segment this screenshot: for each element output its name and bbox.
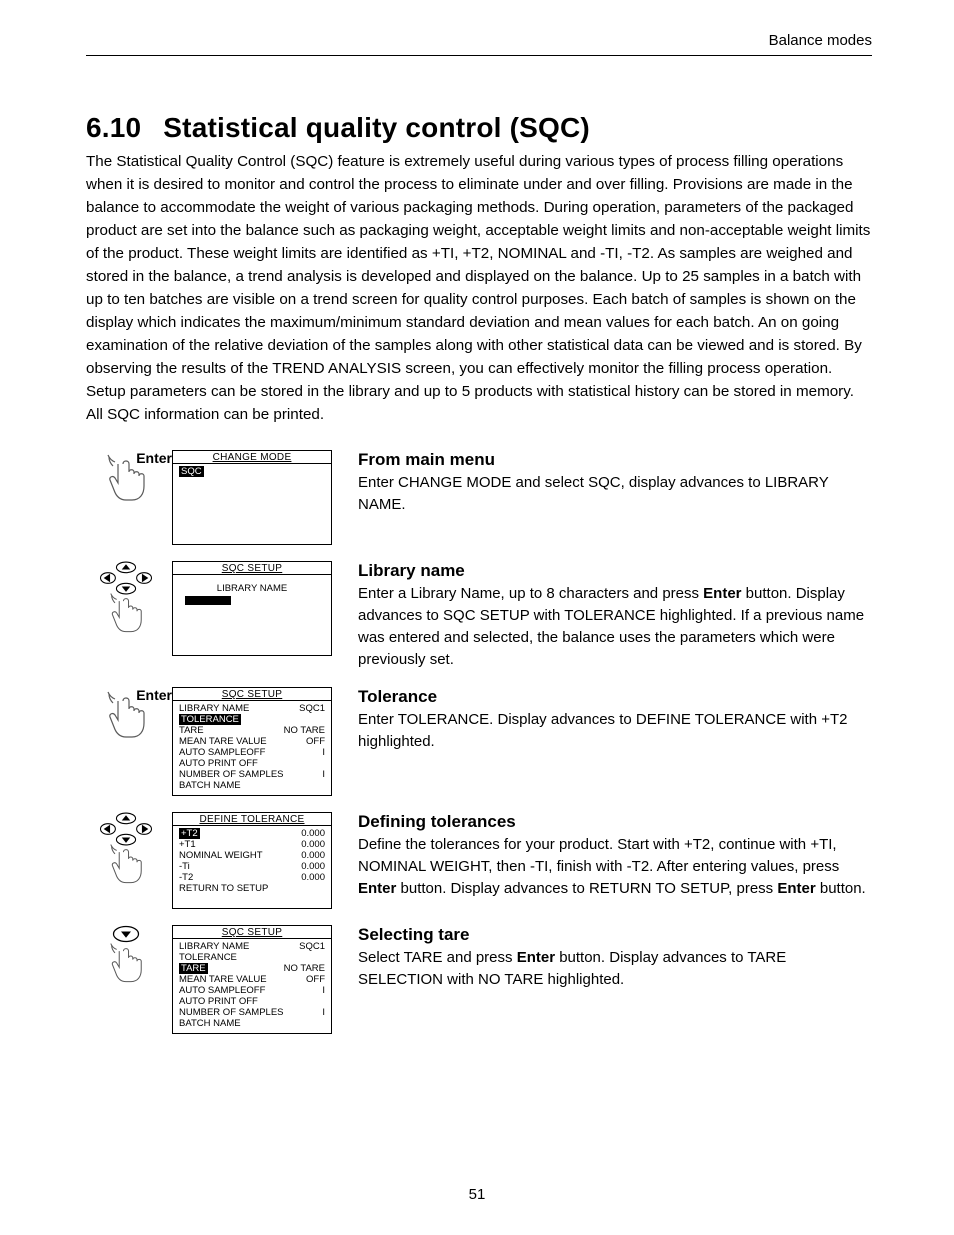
hand-press-icon [104,591,148,635]
step-text: Library nameEnter a Library Name, up to … [358,561,872,671]
lcd-title: CHANGE MODE [173,451,331,464]
step-body: Define the tolerances for your product. … [358,834,872,900]
step-library-name: SQC SETUPLIBRARY NAME Library nameEnter a… [86,561,872,671]
step-body: Select TARE and press Enter button. Disp… [358,947,872,991]
step-body: Enter TOLERANCE. Display advances to DEF… [358,709,872,753]
step-tolerance: EnterSQC SETUPLIBRARY NAMESQC1TOLERANCET… [86,687,872,796]
step-body: Enter CHANGE MODE and select SQC, displa… [358,472,872,516]
step-heading: Tolerance [358,687,872,707]
step-heading: Library name [358,561,872,581]
hand-press-icon [104,842,148,886]
step-icon: Enter [86,687,166,743]
lcd-screen: SQC SETUPLIBRARY NAMESQC1TOLERANCETARENO… [172,925,332,1034]
step-screen: DEFINE TOLERANCE+T20.000+T10.000NOMINAL … [172,812,342,909]
header-rule [86,55,872,56]
lcd-title: DEFINE TOLERANCE [173,813,331,826]
step-selecting-tare: SQC SETUPLIBRARY NAMESQC1TOLERANCETARENO… [86,925,872,1034]
step-screen: SQC SETUPLIBRARY NAMESQC1TOLERANCETARENO… [172,925,342,1034]
section-title-text: Statistical quality control (SQC) [163,112,590,143]
step-icon [86,925,166,985]
step-body: Enter a Library Name, up to 8 characters… [358,583,872,671]
step-text: ToleranceEnter TOLERANCE. Display advanc… [358,687,872,753]
step-screen: SQC SETUPLIBRARY NAMESQC1TOLERANCETARENO… [172,687,342,796]
step-icon: Enter [86,450,166,506]
step-screen: CHANGE MODESQC [172,450,342,545]
lcd-title: SQC SETUP [173,926,331,939]
lcd-title: SQC SETUP [173,688,331,701]
enter-label: Enter [136,687,172,703]
running-head: Balance modes [86,32,872,49]
step-from-main-menu: EnterCHANGE MODESQCFrom main menuEnter C… [86,450,872,545]
lcd-screen: SQC SETUPLIBRARY NAMESQC1TOLERANCETARENO… [172,687,332,796]
step-icon [86,561,166,635]
steps-container: EnterCHANGE MODESQCFrom main menuEnter C… [86,450,872,1034]
intro-paragraph: The Statistical Quality Control (SQC) fe… [86,150,872,426]
lcd-screen: SQC SETUPLIBRARY NAME [172,561,332,656]
step-heading: From main menu [358,450,872,470]
dpad-icon [98,812,154,846]
step-text: From main menuEnter CHANGE MODE and sele… [358,450,872,516]
step-text: Defining tolerancesDefine the tolerances… [358,812,872,900]
step-icon [86,812,166,886]
enter-label: Enter [136,450,172,466]
dpad-icon [98,561,154,595]
step-heading: Selecting tare [358,925,872,945]
step-heading: Defining tolerances [358,812,872,832]
page-number: 51 [0,1186,954,1203]
lcd-title: SQC SETUP [173,562,331,575]
step-text: Selecting tareSelect TARE and press Ente… [358,925,872,991]
lcd-screen: CHANGE MODESQC [172,450,332,545]
section-number: 6.10 [86,112,141,143]
step-screen: SQC SETUPLIBRARY NAME [172,561,342,656]
lcd-screen: DEFINE TOLERANCE+T20.000+T10.000NOMINAL … [172,812,332,909]
section-title: 6.10 Statistical quality control (SQC) [86,112,872,144]
step-defining-tolerances: DEFINE TOLERANCE+T20.000+T10.000NOMINAL … [86,812,872,909]
hand-press-icon [104,941,148,985]
